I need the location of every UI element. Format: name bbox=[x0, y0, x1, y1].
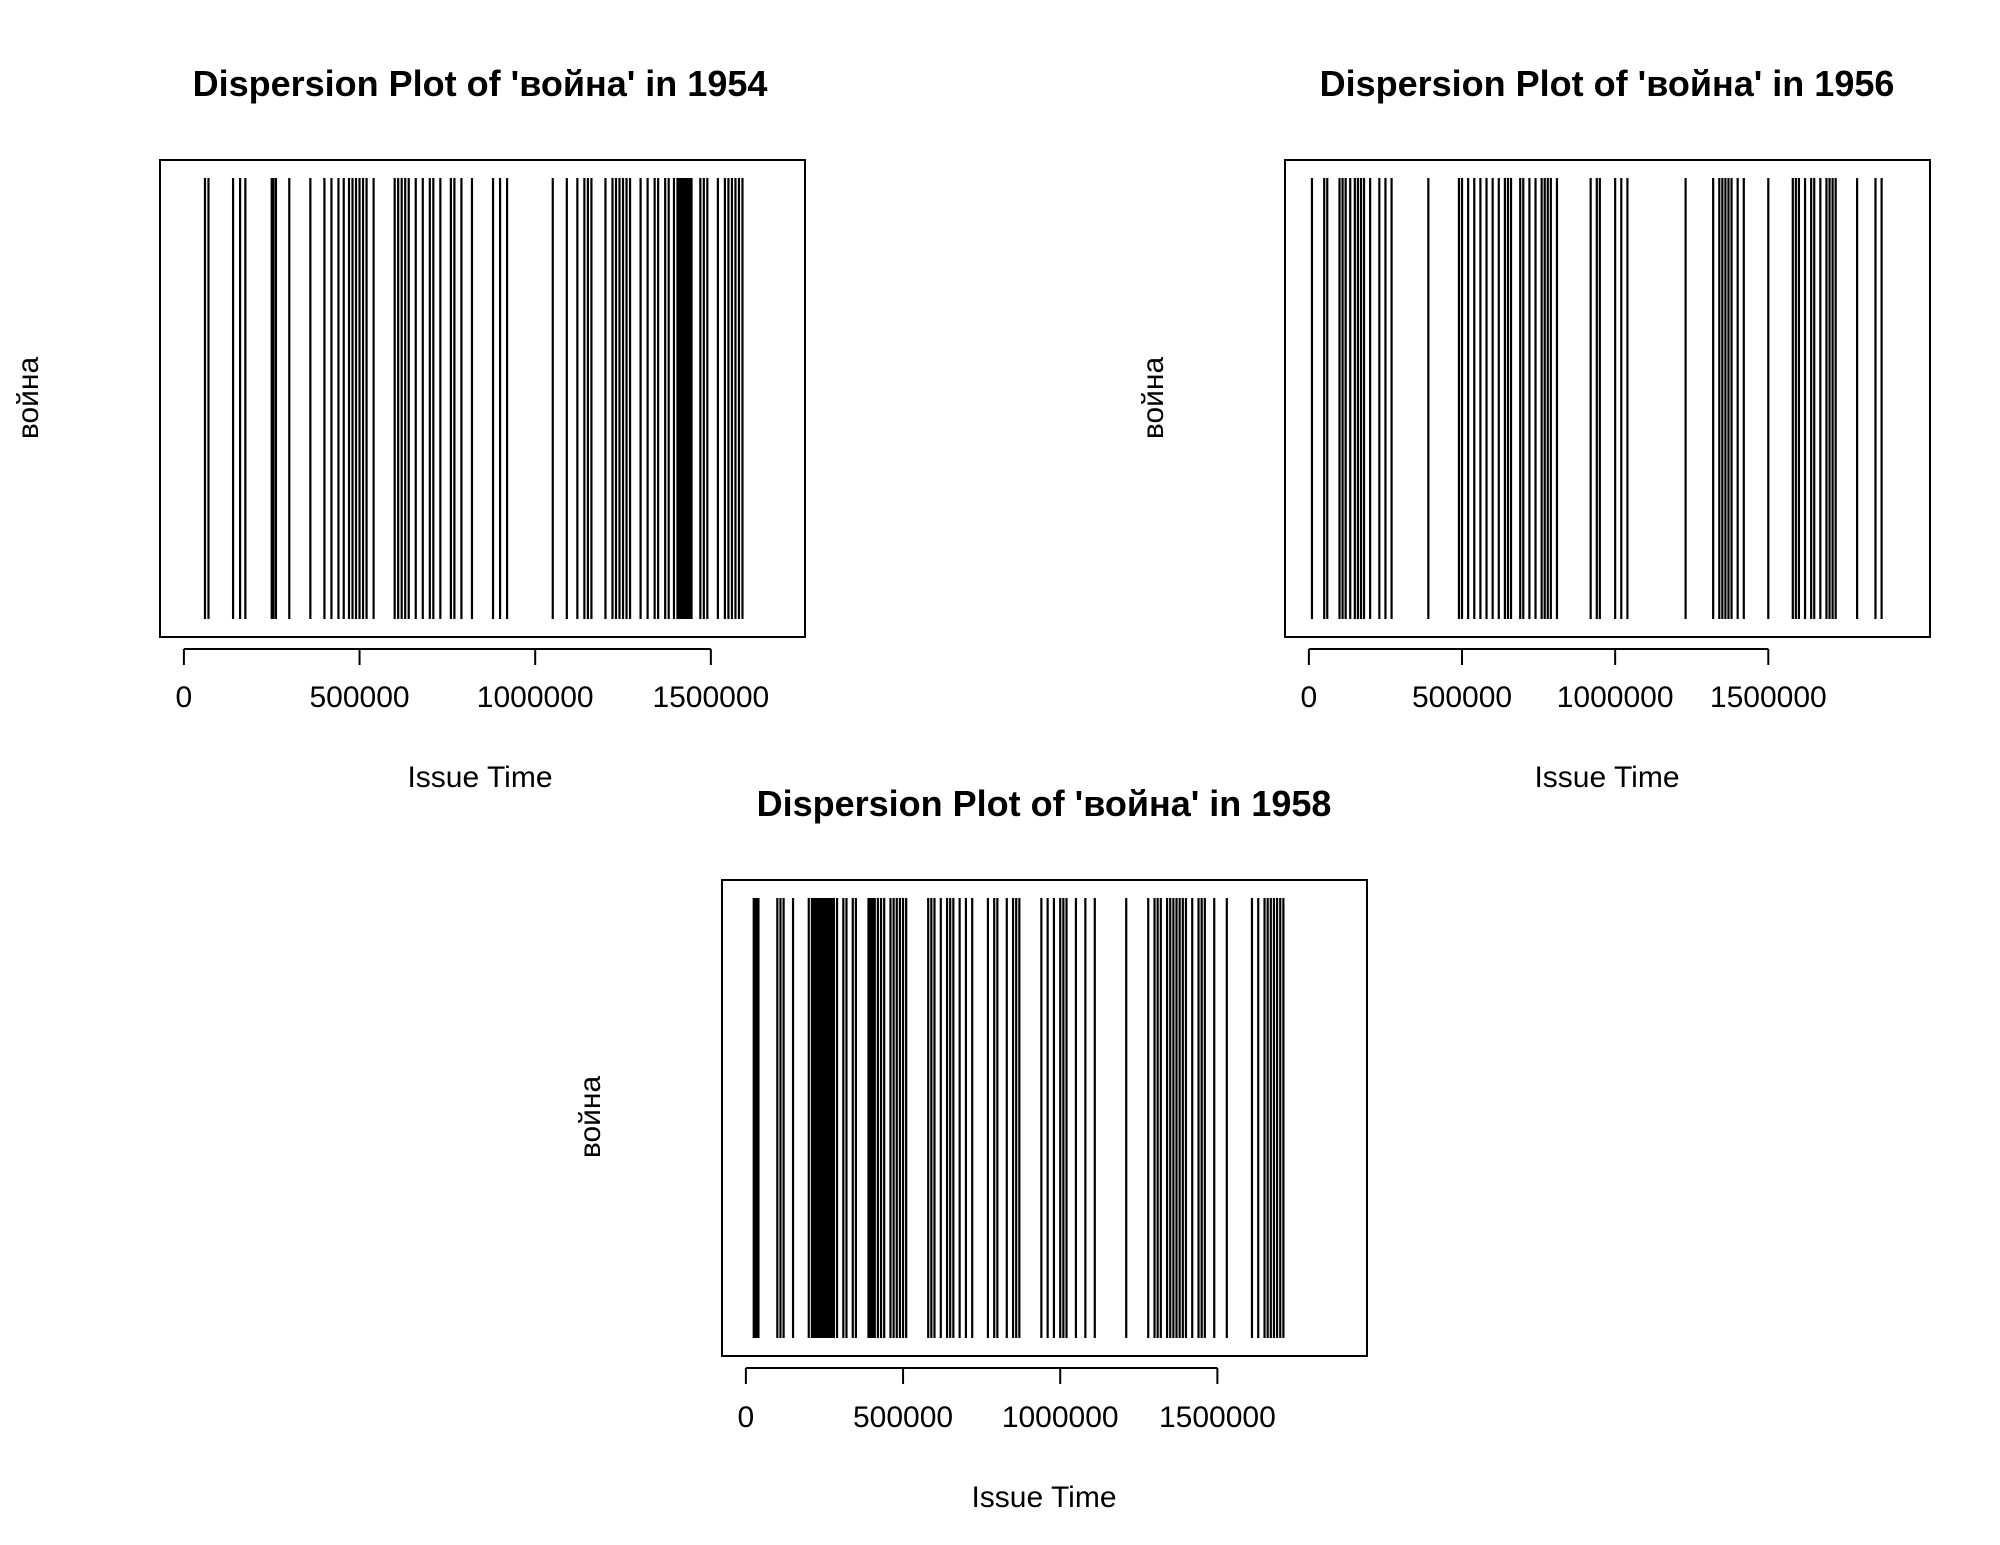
x-tick-label: 500000 bbox=[309, 681, 409, 714]
x-tick-label: 1500000 bbox=[1159, 1401, 1276, 1434]
x-tick-label: 500000 bbox=[1412, 681, 1512, 714]
dispersion-panel-0: Dispersion Plot of 'война' in 1954 война I… bbox=[12, 63, 806, 794]
plot-frame bbox=[1284, 159, 1931, 638]
x-tick-label: 1500000 bbox=[1710, 681, 1827, 714]
x-axis-label: Issue Time bbox=[1534, 761, 1679, 794]
dispersion-panel-1: Dispersion Plot of 'война' in 1956 война I… bbox=[1137, 63, 1931, 794]
y-axis-label: война bbox=[1137, 357, 1170, 440]
plot-frame bbox=[159, 159, 806, 638]
chart-title: Dispersion Plot of 'война' in 1956 bbox=[1320, 63, 1895, 104]
x-tick-label: 1000000 bbox=[477, 681, 594, 714]
x-tick-label: 500000 bbox=[853, 1401, 953, 1434]
x-tick-label: 0 bbox=[176, 681, 193, 714]
dispersion-panel-2: Dispersion Plot of 'война' in 1958 война I… bbox=[574, 783, 1368, 1514]
x-tick-label: 0 bbox=[1301, 681, 1318, 714]
y-axis-label: война bbox=[12, 357, 45, 440]
x-tick-label: 0 bbox=[738, 1401, 755, 1434]
x-tick-label: 1000000 bbox=[1557, 681, 1674, 714]
x-tick-label: 1500000 bbox=[652, 681, 769, 714]
x-axis-label: Issue Time bbox=[971, 1481, 1116, 1514]
plot-frame bbox=[721, 879, 1368, 1357]
chart-title: Dispersion Plot of 'война' in 1954 bbox=[193, 63, 768, 104]
x-tick-label: 1000000 bbox=[1002, 1401, 1119, 1434]
y-axis-label: война bbox=[574, 1076, 607, 1159]
x-axis-label: Issue Time bbox=[407, 761, 552, 794]
chart-title: Dispersion Plot of 'война' in 1958 bbox=[757, 783, 1332, 824]
